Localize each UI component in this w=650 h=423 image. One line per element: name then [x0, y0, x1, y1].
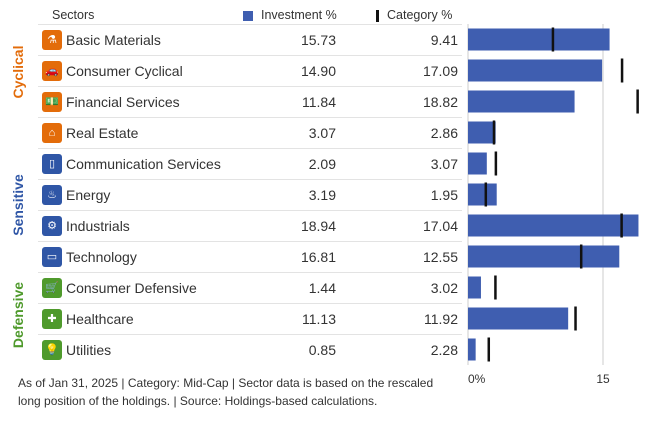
sector-name: Real Estate [66, 125, 139, 141]
investment-bar [468, 307, 569, 330]
monitor-icon: ▭ [42, 247, 62, 267]
investment-value: 1.44 [308, 280, 336, 296]
table-row: ⌂ Real Estate 3.07 2.86 [38, 117, 462, 148]
sector-name: Consumer Cyclical [66, 63, 183, 79]
category-value: 12.55 [422, 249, 458, 265]
table-row: ▭ Technology 16.81 12.55 [38, 241, 462, 272]
investment-bar [468, 214, 639, 237]
category-marker [620, 58, 624, 83]
x-tick-label: 15 [596, 372, 610, 385]
table-row: 🚗 Consumer Cyclical 14.90 17.09 [38, 55, 462, 86]
category-marker [579, 244, 583, 269]
category-marker [620, 213, 623, 238]
category-value: 3.07 [430, 156, 458, 172]
investment-bar [468, 90, 575, 113]
category-value: 9.41 [430, 32, 458, 48]
category-marker [492, 120, 496, 145]
sector-name: Healthcare [66, 311, 134, 327]
investment-header-label: Investment % [261, 8, 337, 22]
cross-icon: ✚ [42, 309, 62, 329]
category-value: 17.04 [422, 218, 458, 234]
category-value: 11.92 [424, 311, 458, 327]
investment-bar [468, 28, 610, 51]
sectors-header: Sectors [52, 8, 95, 22]
category-marker [551, 27, 555, 52]
category-marker [494, 275, 497, 300]
cart-icon: 🛒 [42, 278, 62, 298]
table-row: ⚗ Basic Materials 15.73 9.41 [38, 24, 462, 55]
sector-name: Technology [66, 249, 137, 265]
sector-bar-chart: 0% 15 [467, 24, 648, 385]
sector-name: Industrials [66, 218, 130, 234]
investment-value: 11.84 [302, 94, 336, 110]
bulb-icon: 💡 [42, 340, 62, 360]
bank-icon: 💵 [42, 92, 62, 112]
sector-name: Energy [66, 187, 111, 203]
category-marker [494, 151, 498, 176]
x-tick-label: 0% [468, 372, 486, 385]
phone-icon: ▯ [42, 154, 62, 174]
category-header-label: Category % [387, 8, 453, 22]
investment-bar [468, 338, 476, 361]
sector-name: Utilities [66, 342, 112, 358]
sensitive-label: Sensitive [10, 174, 26, 236]
table-row: ⚙ Industrials 18.94 17.04 [38, 210, 462, 241]
category-value: 3.02 [430, 280, 458, 296]
table-row: 💵 Financial Services 11.84 18.82 [38, 86, 462, 117]
investment-value: 18.94 [300, 218, 336, 234]
category-value: 1.95 [430, 187, 458, 203]
investment-bar [468, 183, 497, 206]
sector-table: Sectors Investment % Category % Cyclical… [0, 0, 462, 365]
category-legend-tick [376, 9, 379, 22]
table-row: 🛒 Consumer Defensive 1.44 3.02 [38, 272, 462, 303]
investment-bar [468, 245, 620, 268]
table-row: 💡 Utilities 0.85 2.28 [38, 334, 462, 365]
category-marker [484, 182, 488, 207]
category-value: 2.28 [430, 342, 458, 358]
investment-value: 2.09 [308, 156, 336, 172]
category-marker [487, 337, 491, 362]
house-icon: ⌂ [42, 123, 62, 143]
defensive-label: Defensive [10, 281, 26, 349]
investment-value: 3.19 [308, 187, 336, 203]
flask-icon: ⚗ [42, 30, 62, 50]
category-header: Category % [376, 0, 452, 30]
table-row: ▯ Communication Services 2.09 3.07 [38, 148, 462, 179]
footnote: As of Jan 31, 2025 | Category: Mid-Cap |… [18, 376, 434, 408]
investment-legend-swatch [243, 10, 253, 21]
investment-bar [468, 276, 481, 299]
investment-bar [468, 59, 603, 82]
investment-header: Investment % [243, 0, 337, 30]
investment-value: 15.73 [300, 32, 336, 48]
group-label-sensitive: Sensitive [0, 146, 36, 264]
flame-icon: ♨ [42, 185, 62, 205]
table-row: ♨ Energy 3.19 1.95 [38, 179, 462, 210]
investment-value: 11.13 [302, 311, 336, 327]
investment-value: 14.90 [300, 63, 336, 79]
group-label-defensive: Defensive [0, 270, 36, 360]
category-value: 17.09 [422, 63, 458, 79]
category-marker [636, 89, 639, 114]
investment-value: 0.85 [308, 342, 336, 358]
sector-name: Financial Services [66, 94, 180, 110]
cyclical-label: Cyclical [10, 45, 26, 99]
sector-name: Basic Materials [66, 32, 161, 48]
category-value: 2.86 [430, 125, 458, 141]
investment-bar [468, 121, 496, 144]
investment-value: 16.81 [300, 249, 336, 265]
sector-name: Consumer Defensive [66, 280, 197, 296]
sector-name: Communication Services [66, 156, 221, 172]
investment-bar [468, 152, 487, 175]
car-icon: 🚗 [42, 61, 62, 81]
investment-value: 3.07 [308, 125, 336, 141]
group-label-cyclical: Cyclical [0, 30, 36, 114]
gear-icon: ⚙ [42, 216, 62, 236]
category-value: 18.82 [422, 94, 458, 110]
table-row: ✚ Healthcare 11.13 11.92 [38, 303, 462, 334]
category-marker [574, 306, 577, 331]
